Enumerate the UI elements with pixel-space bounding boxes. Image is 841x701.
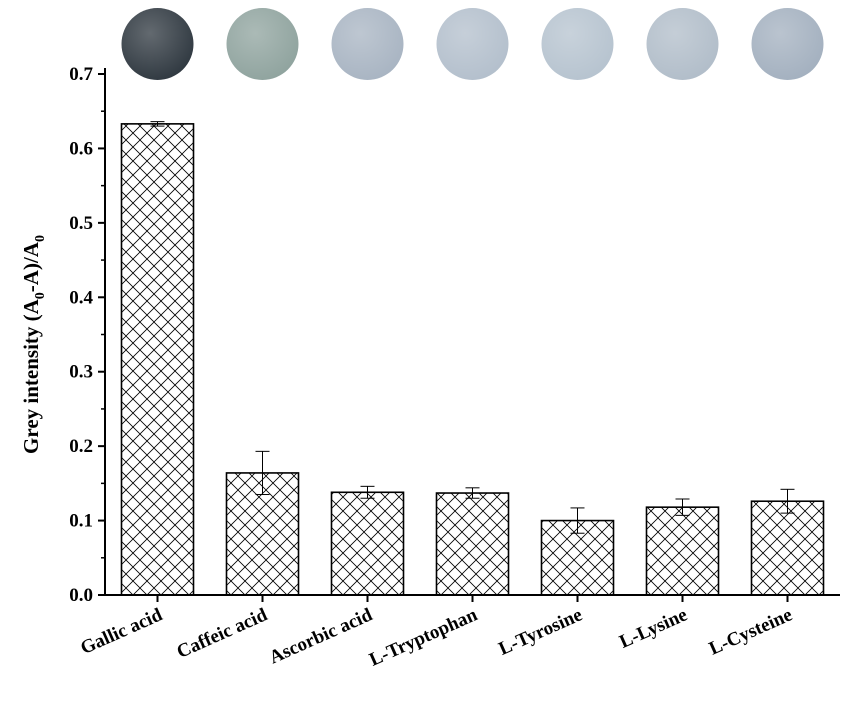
sample-photos [121, 8, 824, 80]
y-tick-label: 0.7 [69, 64, 93, 85]
y-tick-label: 0.3 [69, 362, 93, 383]
y-tick-label: 0.2 [69, 436, 93, 457]
x-tick-label: L-Lysine [616, 604, 690, 652]
y-axis-title-part: -A)/A [19, 241, 43, 292]
y-tick-label: 0.4 [69, 287, 93, 308]
sample-photo-highlight [751, 8, 824, 80]
x-tick-label: Ascorbic acid [266, 604, 376, 668]
sample-photo-highlight [331, 8, 404, 80]
sample-photo-highlight [436, 8, 509, 80]
sample-photo-highlight [646, 8, 719, 80]
sample-photo-highlight [121, 8, 194, 80]
bar [330, 491, 405, 596]
y-tick-label: 0.6 [69, 138, 93, 159]
y-tick-label: 0.5 [69, 213, 93, 234]
bars [120, 123, 825, 596]
x-tick-label: Gallic acid [77, 604, 165, 659]
y-axis-title-subscript: 0 [33, 292, 48, 299]
bar [750, 500, 825, 596]
x-tick-label: L-Cysteine [706, 604, 796, 659]
error-bars [150, 121, 795, 534]
bar [645, 506, 720, 596]
sample-photo-highlight [226, 8, 299, 80]
x-tick-label: Caffeic acid [174, 604, 271, 663]
y-tick-label: 0.0 [69, 585, 93, 606]
y-axis-title-subscript: 0 [33, 235, 48, 242]
y-ticks: 0.0 0.1 0.2 0.3 0.4 0.5 0.6 0.7 [69, 64, 105, 606]
y-tick-label: 0.1 [69, 511, 93, 532]
bar [435, 492, 510, 596]
x-tick-label: L-Tyrosine [496, 604, 586, 659]
x-tick-label: L-Tryptophan [366, 604, 481, 670]
y-axis-title-part: Grey intensity (A [19, 298, 43, 454]
sample-photo-highlight [541, 8, 614, 80]
bar [120, 123, 195, 596]
y-axis-title: Grey intensity (A0-A)/A0 [19, 235, 48, 454]
